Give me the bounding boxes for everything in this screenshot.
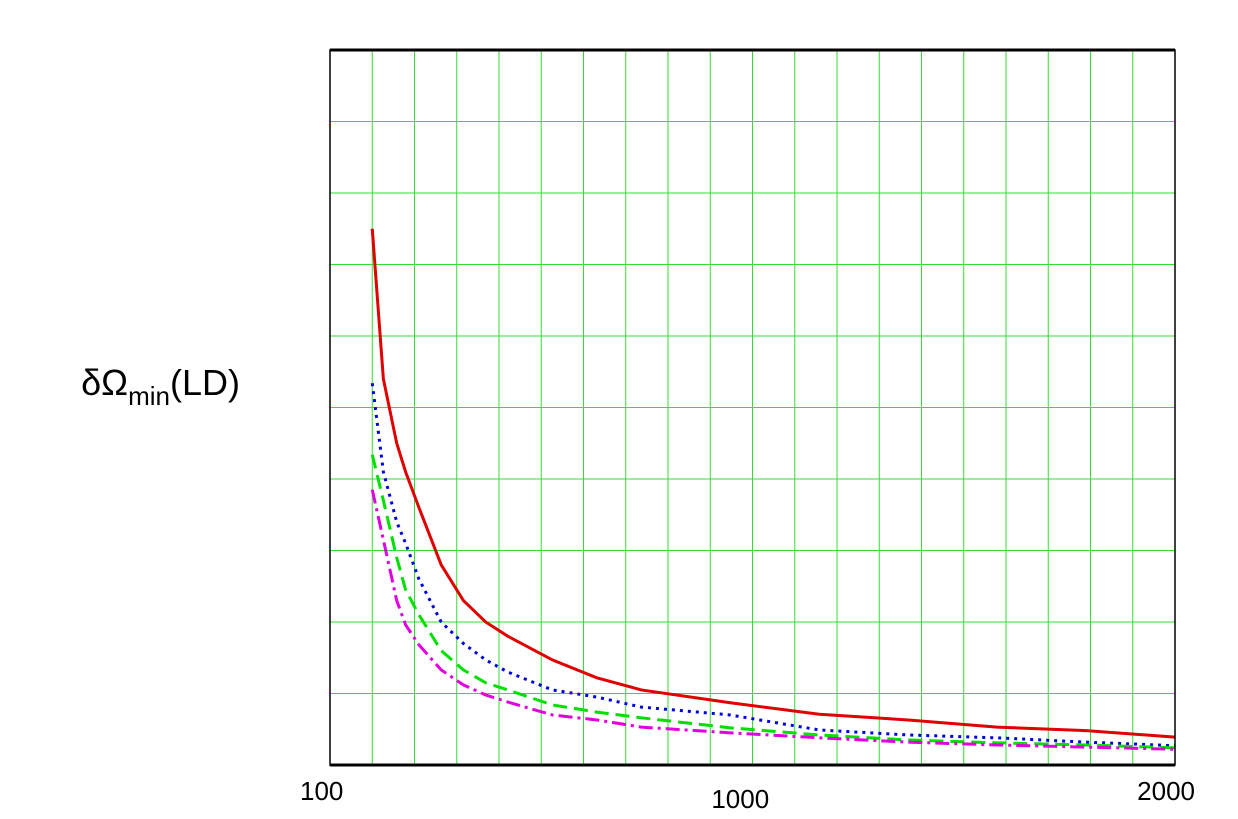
x-tick-label: 2000 bbox=[1137, 776, 1195, 806]
x-tick-label: 1000 bbox=[711, 784, 769, 814]
x-tick-label: 100 bbox=[300, 776, 343, 806]
y-axis-label: δΩmin(LD) bbox=[81, 362, 240, 411]
data-line bbox=[370, 489, 1176, 751]
data-line bbox=[370, 454, 1176, 750]
y-label-main: δΩ bbox=[81, 362, 128, 403]
y-label-sub: min bbox=[128, 381, 170, 411]
data-line bbox=[370, 383, 1176, 748]
data-line bbox=[370, 228, 1176, 739]
y-label-tail: (LD) bbox=[170, 362, 240, 403]
